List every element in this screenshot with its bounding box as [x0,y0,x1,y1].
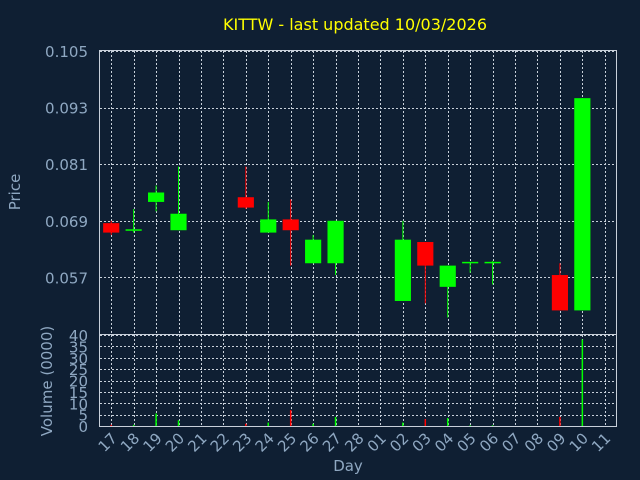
volume-y-tick-label: 10 [69,395,88,413]
x-tick-label: 11 [588,429,614,455]
volume-grid [100,335,616,427]
volume-y-tick-label: 40 [69,327,88,345]
candle-body-up [394,239,411,301]
candle-body-down [237,197,254,208]
volume-bar [155,413,157,426]
volume-bar [491,425,494,426]
volume-bar [469,425,471,426]
price-grid [100,51,616,334]
volume-y-tick-label: 0 [78,418,88,436]
price-y-tick-label: 0.093 [45,100,88,118]
volume-bar [312,423,314,426]
volume-y-tick-label: 15 [69,384,88,402]
volume-panel-frame [99,334,617,427]
volume-bar [177,420,180,426]
volume-bars [110,339,584,426]
volume-bar [110,424,112,426]
candle-body-up [439,265,456,287]
price-axis-label: Price [6,174,24,211]
volume-y-tick-label: 5 [78,407,88,425]
candles [103,98,591,318]
candle-body-down [417,242,434,266]
candle-body-down [282,219,299,231]
volume-bar [424,419,427,426]
candle-body-down [551,275,568,311]
volume-bar [245,423,247,426]
candle-body-up [327,220,344,264]
price-y-tick-label: 0.057 [45,269,88,287]
chart-title: KITTW - last updated 10/03/2026 [223,15,487,34]
volume-bar [334,416,337,426]
volume-bar [132,424,135,426]
price-y-ticks: 0.105 0.093 0.081 0.069 0.057 [45,43,88,287]
price-y-tick-label: 0.081 [45,156,88,174]
volume-y-tick-label: 35 [69,338,88,356]
volume-y-tick-label: 25 [69,361,88,379]
volume-axis-label: Volume (0000) [38,326,56,436]
volume-y-tick-label: 30 [69,350,88,368]
candle-body-up [148,192,165,202]
candle-body-up [484,261,501,264]
price-y-tick-label: 0.105 [45,43,88,61]
candle-body-up [462,261,479,264]
volume-bar [446,418,449,426]
volume-bar [581,339,584,426]
x-axis-label: Day [333,457,363,475]
volume-bar [559,416,561,426]
volume-bar [289,410,292,426]
candle-body-up [260,219,277,233]
candle-body-up [305,239,322,264]
candle-body-up [125,229,142,231]
volume-bar [402,422,404,426]
candle-body-up [574,98,591,311]
volume-bar [267,422,270,426]
candle-body-down [103,223,120,233]
candle-body-up [170,213,187,231]
x-ticks: 1718192021222324252627280102030405060708… [95,429,615,455]
volume-y-tick-label: 20 [69,373,88,391]
price-y-tick-label: 0.069 [45,213,88,231]
